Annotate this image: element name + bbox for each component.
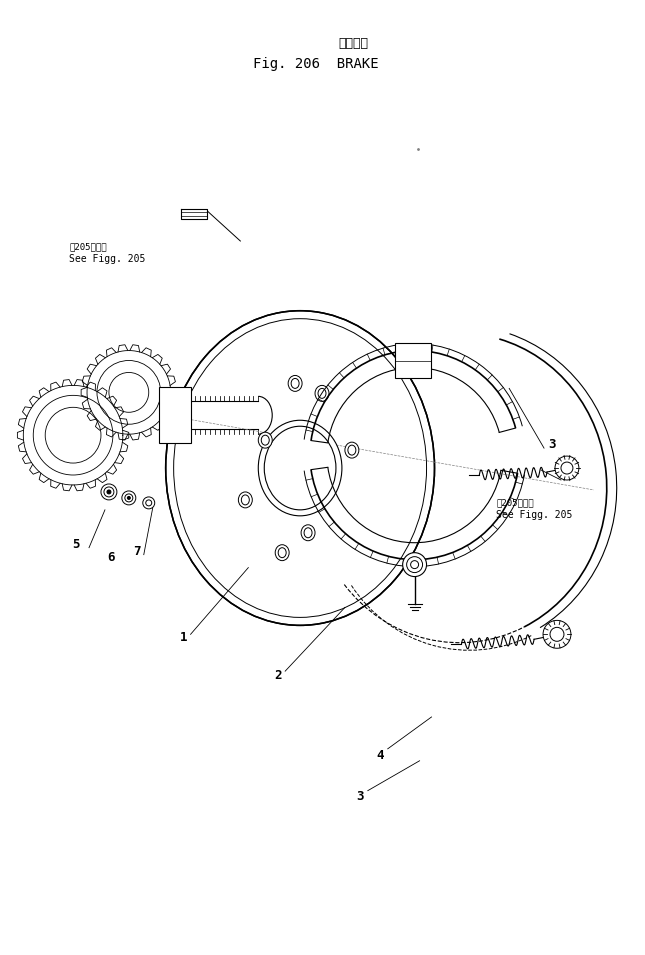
Text: See Figg. 205: See Figg. 205: [69, 254, 146, 264]
Ellipse shape: [345, 442, 359, 458]
Text: 3: 3: [356, 790, 364, 803]
Ellipse shape: [258, 420, 342, 516]
Text: 7: 7: [133, 545, 141, 558]
Text: 3: 3: [548, 437, 556, 451]
Text: See Figg. 205: See Figg. 205: [496, 510, 573, 520]
Ellipse shape: [288, 375, 302, 392]
Bar: [395, 343, 430, 378]
Circle shape: [143, 497, 155, 509]
Circle shape: [543, 621, 571, 648]
Ellipse shape: [315, 386, 329, 401]
Text: 2: 2: [274, 668, 282, 682]
Circle shape: [101, 484, 117, 499]
Ellipse shape: [258, 433, 272, 448]
Ellipse shape: [301, 525, 315, 541]
Ellipse shape: [166, 310, 435, 626]
Text: 第205図参照: 第205図参照: [496, 498, 534, 507]
Circle shape: [402, 553, 426, 577]
Text: 5: 5: [72, 539, 80, 551]
Circle shape: [122, 491, 136, 505]
Bar: [159, 388, 190, 443]
Text: ブレーキ: ブレーキ: [338, 37, 368, 51]
Circle shape: [555, 456, 579, 480]
Text: 4: 4: [376, 750, 384, 762]
Circle shape: [107, 490, 111, 494]
Text: 1: 1: [180, 631, 187, 644]
Ellipse shape: [275, 544, 289, 561]
Text: 第205図参照: 第205図参照: [69, 242, 106, 251]
Circle shape: [45, 407, 101, 463]
Ellipse shape: [239, 492, 252, 508]
Circle shape: [127, 497, 130, 499]
Text: 6: 6: [107, 551, 115, 564]
Text: Fig. 206  BRAKE: Fig. 206 BRAKE: [253, 56, 379, 71]
